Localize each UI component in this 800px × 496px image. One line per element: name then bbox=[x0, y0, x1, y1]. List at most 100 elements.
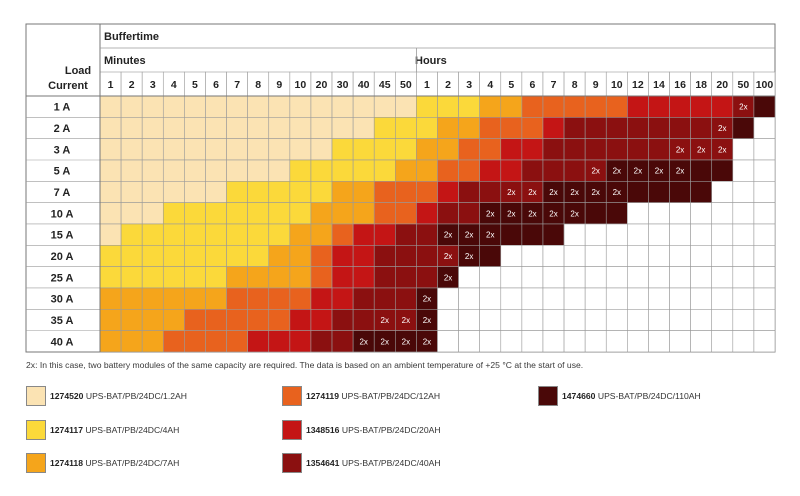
cell-4-31 bbox=[732, 159, 755, 182]
column-header-hours-14: 14 bbox=[653, 79, 665, 91]
cell-11-1 bbox=[99, 308, 122, 331]
cell-10-7 bbox=[226, 287, 248, 310]
cell-5-12 bbox=[331, 181, 354, 203]
cell-4-13 bbox=[352, 159, 375, 182]
double-marker: 2x bbox=[465, 231, 473, 240]
cell-6-10 bbox=[289, 202, 312, 225]
cell-8-13 bbox=[352, 245, 375, 267]
load-label: 10 A bbox=[51, 208, 74, 220]
cell-10-11 bbox=[310, 287, 333, 310]
cell-4-3 bbox=[141, 159, 164, 182]
cell-12-32 bbox=[753, 330, 776, 353]
cell-12-26 bbox=[627, 330, 649, 353]
cell-12-29 bbox=[690, 330, 713, 353]
cell-8-31 bbox=[732, 245, 755, 267]
cell-8-26 bbox=[627, 245, 649, 267]
double-marker: 2x bbox=[381, 316, 389, 325]
cell-1-27 bbox=[648, 95, 670, 118]
cell-8-9 bbox=[268, 245, 291, 267]
cell-12-8 bbox=[247, 330, 270, 353]
legend-swatch bbox=[282, 453, 302, 473]
cell-7-26 bbox=[627, 223, 649, 246]
cell-5-6 bbox=[205, 181, 227, 203]
cell-8-8 bbox=[247, 245, 270, 267]
cell-2-20 bbox=[500, 117, 523, 139]
legend-item-name: UPS-BAT/PB/24DC/1.2AH bbox=[83, 391, 187, 401]
cell-4-10 bbox=[289, 159, 312, 182]
cell-4-17 bbox=[437, 159, 459, 182]
double-marker: 2x bbox=[528, 188, 536, 197]
legend-item: 1354641 UPS-BAT/PB/24DC/40AH bbox=[282, 452, 441, 474]
cell-1-10 bbox=[289, 95, 312, 118]
legend-item: 1274118 UPS-BAT/PB/24DC/7AH bbox=[26, 452, 179, 474]
cell-5-2 bbox=[120, 181, 143, 203]
cell-9-26 bbox=[627, 266, 649, 289]
cell-11-19 bbox=[479, 308, 502, 331]
cell-1-17 bbox=[437, 95, 459, 118]
column-header-hours-18: 18 bbox=[695, 79, 707, 91]
cell-7-25 bbox=[605, 223, 628, 246]
cell-11-11 bbox=[310, 308, 333, 331]
cell-6-30 bbox=[711, 202, 734, 225]
cell-12-18 bbox=[458, 330, 480, 353]
double-marker: 2x bbox=[402, 316, 410, 325]
column-header-minutes-20: 20 bbox=[316, 79, 328, 91]
cell-4-2 bbox=[120, 159, 143, 182]
cell-7-28 bbox=[669, 223, 691, 246]
cell-2-18 bbox=[458, 117, 480, 139]
cell-8-11 bbox=[310, 245, 333, 267]
legend-swatch bbox=[26, 420, 46, 440]
cell-11-12 bbox=[331, 308, 354, 331]
cell-8-16 bbox=[416, 245, 438, 267]
cell-10-26 bbox=[627, 287, 649, 310]
cell-2-15 bbox=[395, 117, 417, 139]
cell-5-29 bbox=[690, 181, 713, 203]
cell-10-18 bbox=[458, 287, 480, 310]
load-label: 35 A bbox=[51, 315, 74, 327]
cell-11-2 bbox=[120, 308, 143, 331]
cell-3-25 bbox=[605, 138, 628, 161]
cell-1-8 bbox=[247, 95, 270, 118]
column-header-hours-3: 3 bbox=[466, 79, 472, 91]
cell-4-21 bbox=[521, 159, 544, 182]
cell-4-8 bbox=[247, 159, 270, 182]
cell-5-5 bbox=[184, 181, 206, 203]
cell-10-20 bbox=[500, 287, 523, 310]
cell-12-5 bbox=[184, 330, 206, 353]
legend-label: 1348516 UPS-BAT/PB/24DC/20AH bbox=[306, 425, 441, 435]
cell-3-13 bbox=[352, 138, 375, 161]
cell-9-18 bbox=[458, 266, 480, 289]
cell-5-28 bbox=[669, 181, 691, 203]
cell-4-12 bbox=[331, 159, 354, 182]
cell-6-31 bbox=[732, 202, 755, 225]
column-header-hours-100: 100 bbox=[756, 79, 774, 91]
cell-2-19 bbox=[479, 117, 502, 139]
load-label: 15 A bbox=[51, 230, 74, 242]
column-header-hours-20: 20 bbox=[716, 79, 728, 91]
cell-8-10 bbox=[289, 245, 312, 267]
cell-9-15 bbox=[395, 266, 417, 289]
cell-1-3 bbox=[141, 95, 164, 118]
cell-5-18 bbox=[458, 181, 480, 203]
legend-item-number: 1274117 bbox=[50, 425, 83, 435]
cell-1-4 bbox=[162, 95, 185, 118]
double-marker: 2x bbox=[570, 209, 578, 218]
cell-6-3 bbox=[141, 202, 164, 225]
cell-8-24 bbox=[584, 245, 607, 267]
cell-3-27 bbox=[648, 138, 670, 161]
cell-3-17 bbox=[437, 138, 459, 161]
cell-2-16 bbox=[416, 117, 438, 139]
cell-6-15 bbox=[395, 202, 417, 225]
cell-9-4 bbox=[162, 266, 185, 289]
legend-item-number: 1348516 bbox=[306, 425, 340, 435]
legend-item-number: 1274119 bbox=[306, 391, 339, 401]
cell-1-20 bbox=[500, 95, 523, 118]
cell-3-19 bbox=[479, 138, 502, 161]
double-marker: 2x bbox=[423, 316, 431, 325]
cell-6-18 bbox=[458, 202, 480, 225]
cell-1-2 bbox=[120, 95, 143, 118]
legend-item: 1274520 UPS-BAT/PB/24DC/1.2AH bbox=[26, 385, 187, 407]
cell-12-2 bbox=[120, 330, 143, 353]
cell-2-11 bbox=[310, 117, 333, 139]
cell-11-26 bbox=[627, 308, 649, 331]
